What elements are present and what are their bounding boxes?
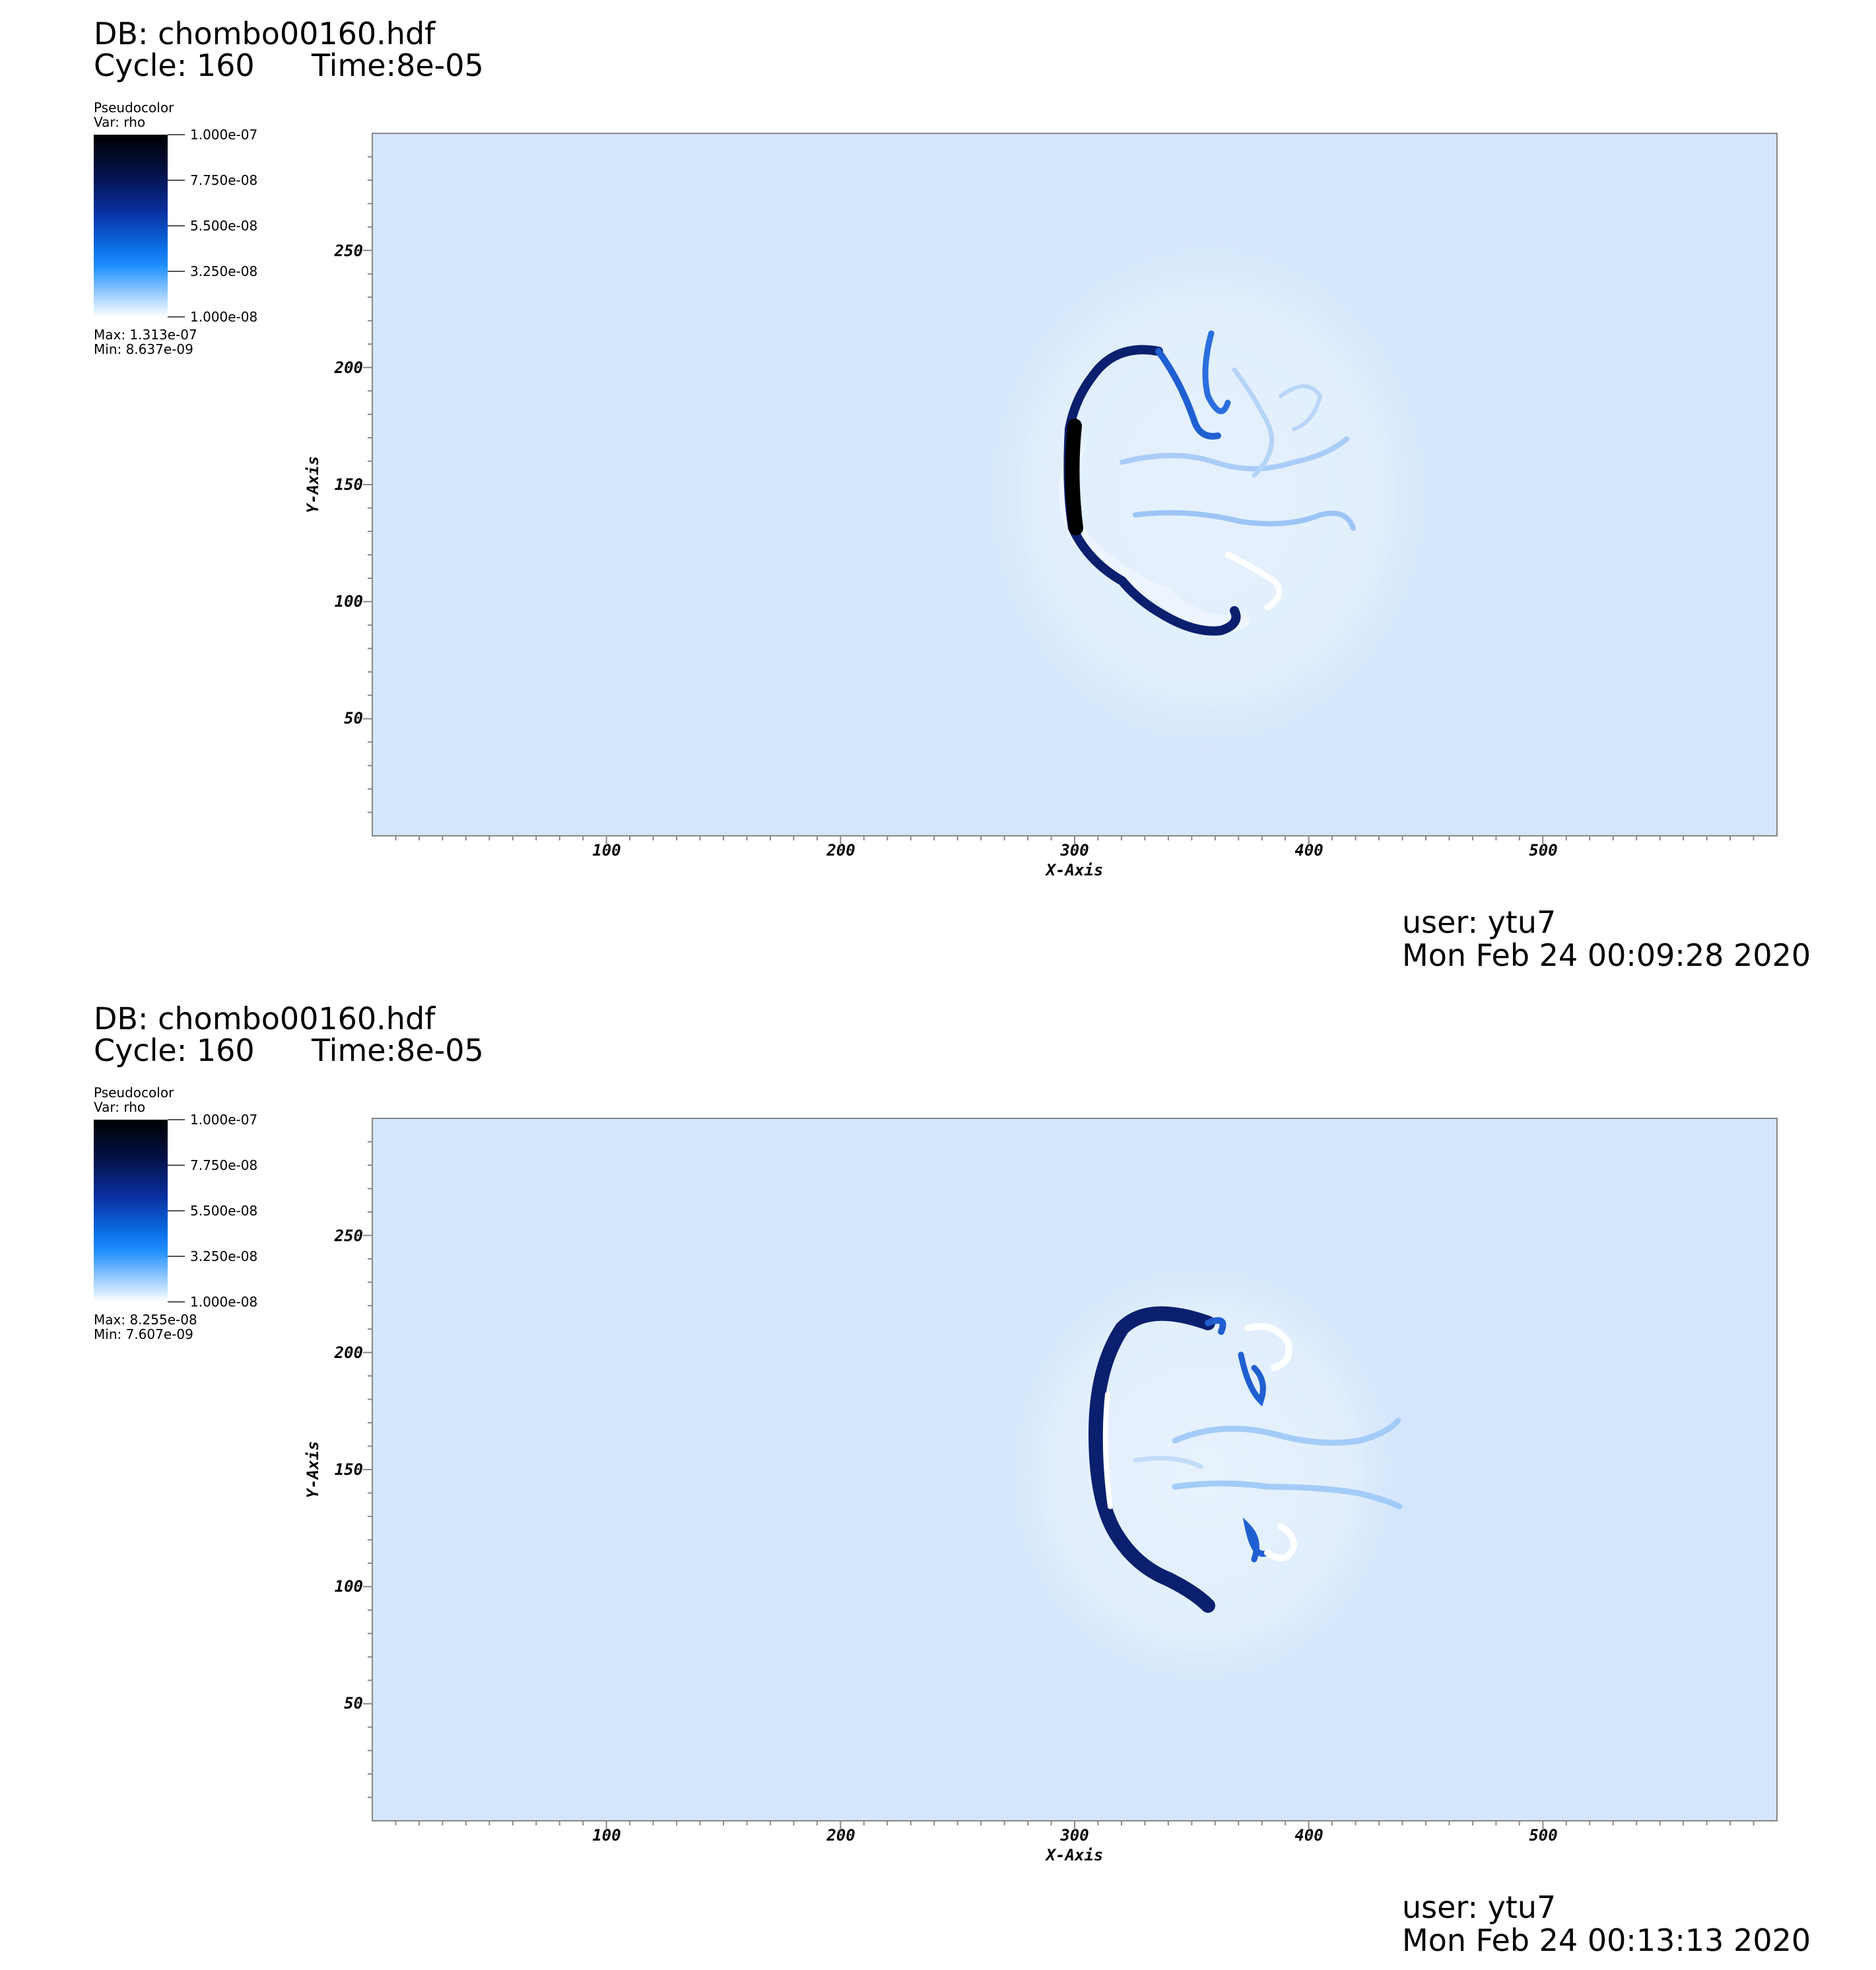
vortex-filament bbox=[1238, 1351, 1266, 1407]
vortex-filament bbox=[1172, 1417, 1401, 1446]
vortex-filament bbox=[1264, 1523, 1298, 1561]
plot-area: 100 200 300 400 500 X-Axis 50 100 150 20… bbox=[304, 133, 1778, 879]
legend-max: Max: 1.313e-07 bbox=[94, 327, 197, 343]
y-tick-label-150: 150 bbox=[335, 475, 363, 494]
colorbar-tick bbox=[168, 180, 185, 181]
colorbar-tick-label: 1.000e-07 bbox=[190, 1112, 258, 1128]
colorbar-tick-label: 5.500e-08 bbox=[190, 218, 258, 234]
vortex-filament bbox=[1133, 510, 1356, 531]
bubble-halo bbox=[957, 211, 1459, 779]
vortex-filament bbox=[1224, 551, 1283, 611]
visit-panel-2: DB: chombo00160.hdf Cycle: 160 Time:8e-0… bbox=[0, 985, 1876, 1970]
colorbar-tick-label: 1.000e-08 bbox=[190, 1294, 258, 1310]
y-tick-label-100: 100 bbox=[335, 1577, 363, 1596]
plot-area: 100 200 300 400 500 X-Axis 50 100 150 20… bbox=[304, 1118, 1778, 1864]
legend-variable: Var: rho bbox=[94, 114, 146, 130]
shock-front-arm bbox=[1205, 1317, 1226, 1335]
colorbar-tick bbox=[168, 1165, 185, 1166]
legend-variable: Var: rho bbox=[94, 1099, 146, 1115]
x-axis-label: X-Axis bbox=[1045, 1846, 1104, 1864]
vortex-filament bbox=[1279, 384, 1323, 431]
vortex-filament bbox=[1202, 330, 1231, 415]
vortex-filament bbox=[1172, 1480, 1403, 1510]
vortex-filament bbox=[1244, 1323, 1292, 1371]
colorbar bbox=[94, 135, 168, 317]
vortex-filament bbox=[1232, 367, 1275, 478]
time-label: Time:8e-05 bbox=[312, 1033, 484, 1068]
shock-front-core bbox=[1065, 419, 1083, 535]
y-tick-label-200: 200 bbox=[334, 1343, 363, 1362]
axis-ticks bbox=[363, 156, 1755, 845]
colorbar-tick bbox=[168, 225, 185, 226]
colorbar-tick-label: 7.750e-08 bbox=[190, 172, 258, 188]
colorbar-tick bbox=[168, 1256, 185, 1257]
y-tick-label-100: 100 bbox=[335, 592, 363, 611]
y-axis-label: Y-Axis bbox=[304, 456, 322, 514]
colorbar-tick-label: 5.500e-08 bbox=[190, 1203, 258, 1219]
cycle-label: Cycle: 160 bbox=[94, 48, 255, 83]
axis-ticks bbox=[363, 1141, 1755, 1830]
shock-front bbox=[1088, 1306, 1215, 1613]
shock-front-arm bbox=[1155, 348, 1221, 440]
y-tick-label-50: 50 bbox=[344, 1694, 363, 1713]
colorbar bbox=[94, 1120, 168, 1302]
colorbar-tick bbox=[168, 1210, 185, 1211]
vortex-filament bbox=[1120, 436, 1349, 471]
colorbar-tick-label: 3.250e-08 bbox=[190, 263, 258, 279]
y-tick-label-200: 200 bbox=[334, 358, 363, 377]
y-tick-label-150: 150 bbox=[335, 1460, 363, 1479]
vortex-filament bbox=[1133, 1456, 1204, 1470]
colorbar-tick bbox=[168, 271, 185, 272]
colorbar-tick-label: 7.750e-08 bbox=[190, 1157, 258, 1173]
y-axis: 50 100 150 200 250 Y-Axis bbox=[304, 1227, 363, 1713]
colorbar-tick bbox=[168, 1119, 185, 1120]
cycle-label: Cycle: 160 bbox=[94, 1033, 255, 1068]
legend-min: Min: 7.607e-09 bbox=[94, 1326, 193, 1342]
date-label: Mon Feb 24 00:13:13 2020 bbox=[1402, 1922, 1811, 1958]
visit-panel-1: DB: chombo00160.hdf Cycle: 160 Time:8e-0… bbox=[94, 16, 1811, 973]
legend-min: Min: 8.637e-09 bbox=[94, 341, 193, 357]
colorbar-tick bbox=[168, 134, 185, 135]
legend-max: Max: 8.255e-08 bbox=[94, 1312, 197, 1328]
shock-front bbox=[1063, 345, 1241, 636]
y-tick-label-50: 50 bbox=[344, 709, 363, 728]
x-axis-label: X-Axis bbox=[1045, 861, 1104, 879]
colorbar-tick-label: 1.000e-08 bbox=[190, 309, 258, 325]
vortex-filament bbox=[1242, 1517, 1271, 1563]
user-label: user: ytu7 bbox=[1402, 904, 1557, 940]
colorbar-tick bbox=[168, 316, 185, 318]
date-label: Mon Feb 24 00:09:28 2020 bbox=[1402, 937, 1811, 973]
database-name: DB: chombo00160.hdf bbox=[94, 16, 436, 51]
user-label: user: ytu7 bbox=[1402, 1889, 1557, 1925]
legend-title: Pseudocolor bbox=[94, 100, 174, 116]
y-axis-label: Y-Axis bbox=[304, 1441, 322, 1499]
legend-title: Pseudocolor bbox=[94, 1085, 174, 1101]
colorbar-tick-label: 3.250e-08 bbox=[190, 1248, 258, 1264]
bubble-halo bbox=[984, 1236, 1419, 1711]
colorbar-tick-label: 1.000e-07 bbox=[190, 127, 258, 143]
y-tick-label-250: 250 bbox=[334, 242, 363, 260]
shock-front-inner bbox=[1102, 1392, 1113, 1509]
database-name: DB: chombo00160.hdf bbox=[94, 1001, 436, 1036]
y-tick-label-250: 250 bbox=[334, 1227, 363, 1245]
y-axis: 50 100 150 200 250 Y-Axis bbox=[304, 242, 363, 728]
colorbar-tick bbox=[168, 1301, 185, 1303]
time-label: Time:8e-05 bbox=[312, 48, 484, 83]
